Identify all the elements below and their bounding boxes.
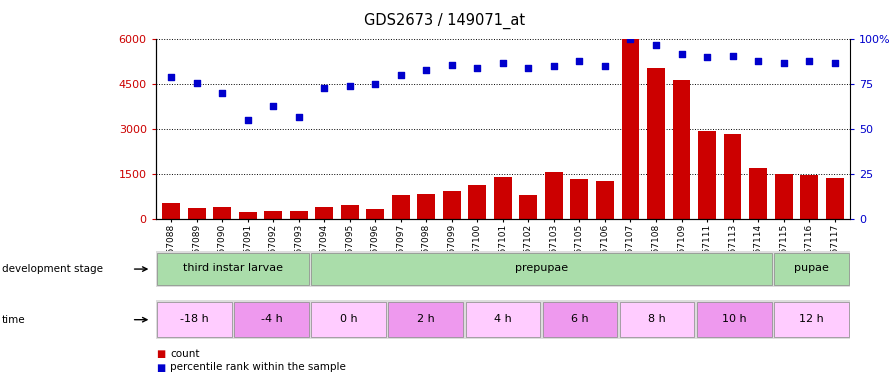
Bar xyxy=(157,302,231,338)
Bar xyxy=(724,134,741,219)
Bar xyxy=(545,172,562,219)
Text: 12 h: 12 h xyxy=(799,314,824,324)
Bar xyxy=(520,195,538,219)
Text: third instar larvae: third instar larvae xyxy=(182,263,283,273)
Point xyxy=(522,65,536,71)
Point xyxy=(649,42,663,48)
Point xyxy=(445,62,459,68)
Bar xyxy=(162,203,180,219)
Bar xyxy=(264,211,282,219)
Text: 0 h: 0 h xyxy=(340,314,358,324)
Bar xyxy=(826,178,844,219)
Point xyxy=(700,54,714,60)
Text: count: count xyxy=(170,350,199,359)
Bar xyxy=(157,253,309,285)
Bar xyxy=(800,175,818,219)
Bar xyxy=(596,181,614,219)
Point xyxy=(802,58,816,64)
Text: percentile rank within the sample: percentile rank within the sample xyxy=(170,363,346,372)
Text: ■: ■ xyxy=(156,350,165,359)
Point xyxy=(419,67,433,73)
Bar xyxy=(698,131,716,219)
Bar xyxy=(234,302,309,338)
Bar xyxy=(290,211,308,219)
Bar xyxy=(570,179,588,219)
Text: -18 h: -18 h xyxy=(180,314,208,324)
Bar xyxy=(312,253,772,285)
Bar xyxy=(388,302,463,338)
Text: development stage: development stage xyxy=(2,264,102,274)
Bar xyxy=(543,302,618,338)
Point xyxy=(572,58,587,64)
Bar xyxy=(239,213,256,219)
Bar xyxy=(774,302,849,338)
Bar xyxy=(619,302,694,338)
Text: 6 h: 6 h xyxy=(571,314,589,324)
Bar xyxy=(214,207,231,219)
Bar xyxy=(312,302,386,338)
Bar xyxy=(392,195,409,219)
Text: 2 h: 2 h xyxy=(417,314,434,324)
Text: ■: ■ xyxy=(156,363,165,372)
Text: time: time xyxy=(2,315,26,325)
Text: 10 h: 10 h xyxy=(722,314,747,324)
Bar xyxy=(367,209,384,219)
Point xyxy=(266,103,280,109)
Text: GDS2673 / 149071_at: GDS2673 / 149071_at xyxy=(364,13,526,29)
Point xyxy=(725,53,740,58)
Bar xyxy=(774,174,792,219)
Point xyxy=(240,117,255,123)
Bar xyxy=(494,177,512,219)
Bar xyxy=(188,208,206,219)
Point xyxy=(598,63,612,69)
Point xyxy=(393,72,408,78)
Text: prepupae: prepupae xyxy=(514,263,568,273)
Point xyxy=(368,81,383,87)
Point xyxy=(751,58,765,64)
Bar xyxy=(647,68,665,219)
Point xyxy=(317,85,331,91)
Text: 8 h: 8 h xyxy=(648,314,666,324)
Text: -4 h: -4 h xyxy=(261,314,282,324)
Bar xyxy=(774,253,849,285)
Bar xyxy=(315,207,333,219)
Text: pupae: pupae xyxy=(794,263,829,273)
Point xyxy=(776,60,790,66)
Bar xyxy=(417,194,435,219)
Point xyxy=(343,83,357,89)
Point xyxy=(546,63,561,69)
Point xyxy=(470,65,484,71)
Point xyxy=(292,114,306,120)
Bar xyxy=(443,191,461,219)
Point xyxy=(496,60,510,66)
Bar xyxy=(621,39,639,219)
Text: 4 h: 4 h xyxy=(494,314,512,324)
Point xyxy=(215,90,230,96)
Bar xyxy=(673,80,691,219)
Bar xyxy=(341,205,359,219)
Bar xyxy=(465,302,540,338)
Bar xyxy=(697,302,772,338)
Bar xyxy=(468,185,486,219)
Bar xyxy=(749,168,767,219)
Point xyxy=(828,60,842,66)
Point xyxy=(675,51,689,57)
Point xyxy=(623,36,637,42)
Point xyxy=(164,74,178,80)
Point xyxy=(190,80,204,86)
